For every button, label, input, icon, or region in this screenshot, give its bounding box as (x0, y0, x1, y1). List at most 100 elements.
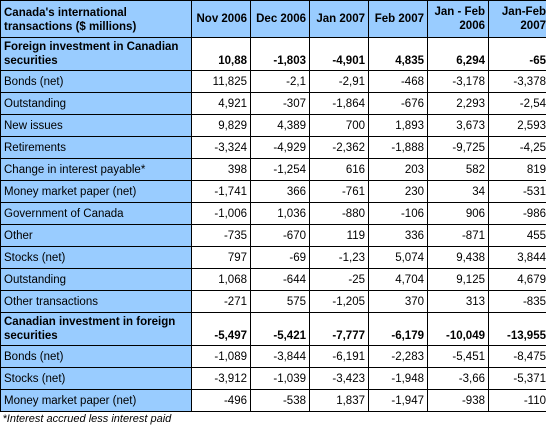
value-cell: -4,929 (250, 136, 310, 159)
value-cell: 1,036 (250, 202, 310, 225)
row-label: Money market paper (net) (0, 389, 192, 412)
value-cell: -69 (250, 246, 310, 269)
value-cell: -106 (368, 202, 428, 225)
column-header: Dec 2006 (250, 0, 310, 38)
value-cell: -1,006 (191, 202, 251, 225)
column-header: Jan 2007 (309, 0, 369, 38)
value-cell: -1,23 (309, 246, 369, 269)
section-label: Foreign investment in Canadian securitie… (0, 37, 192, 71)
table-row: Stocks (net) 797 -69 -1,23 5,074 9,438 3,844 (0, 246, 546, 269)
value-cell: -2,1 (250, 70, 310, 93)
value-cell: -835 (488, 290, 546, 313)
value-cell: -1,741 (191, 180, 251, 203)
row-label: Stocks (net) (0, 367, 192, 390)
value-cell: -761 (309, 180, 369, 203)
table-row: Retirements -3,324 -4,929 -2,362 -1,888 -9,72… (0, 136, 546, 159)
value-cell: 203 (368, 158, 428, 181)
value-cell: -25 (309, 268, 369, 291)
value-cell: 370 (368, 290, 428, 313)
value-cell: -644 (250, 268, 310, 291)
value-cell: 34 (427, 180, 489, 203)
table-row: Change in interest payable* 398 -1,254 616 2… (0, 158, 546, 181)
value-cell: -1,089 (191, 345, 251, 368)
row-label: Bonds (net) (0, 70, 192, 93)
row-label: Retirements (0, 136, 192, 159)
value-cell: -4,901 (309, 37, 369, 71)
row-label: New issues (0, 114, 192, 137)
value-cell: 4,835 (368, 37, 428, 71)
table-row: Government of Canada -1,006 1,036 -880 -106 9… (0, 202, 546, 225)
value-cell: -7,777 (309, 312, 369, 346)
value-cell: 819 (488, 158, 546, 181)
table-row: Other transactions -271 575 -1,205 370 313 -83… (0, 290, 546, 313)
section-label: Canadian investment in foreign securitie… (0, 312, 192, 346)
value-cell: 398 (191, 158, 251, 181)
value-cell: 616 (309, 158, 369, 181)
value-cell: -10,049 (427, 312, 489, 346)
section-row: Foreign investment in Canadian securitie… (0, 37, 546, 71)
table-body: Canada's international transactions ($ m… (0, 0, 546, 426)
value-cell: 366 (250, 180, 310, 203)
value-cell: 4,679 (488, 268, 546, 291)
value-cell: -1,864 (309, 92, 369, 115)
value-cell: 11,825 (191, 70, 251, 93)
value-cell: -735 (191, 224, 251, 247)
header-row: Canada's international transactions ($ m… (0, 0, 546, 38)
value-cell: -1,039 (250, 367, 310, 390)
value-cell: -676 (368, 92, 428, 115)
row-label: Stocks (net) (0, 246, 192, 269)
value-cell: 5,074 (368, 246, 428, 269)
column-header: Jan-Feb 2007 (488, 0, 546, 38)
table-row: Other -735 -670 119 336 -871 455 (0, 224, 546, 247)
value-cell: -2,283 (368, 345, 428, 368)
value-cell: -4,25 (488, 136, 546, 159)
table-row: Bonds (net) 11,825 -2,1 -2,91 -468 -3,178 -3,3… (0, 70, 546, 93)
transactions-table: Canada's international transactions ($ m… (0, 0, 546, 426)
value-cell: -538 (250, 389, 310, 412)
value-cell: 700 (309, 114, 369, 137)
row-label: Outstanding (0, 268, 192, 291)
value-cell: -5,421 (250, 312, 310, 346)
table-row: New issues 9,829 4,389 700 1,893 3,673 2,593 (0, 114, 546, 137)
table-row: Money market paper (net) -1,741 366 -761 230… (0, 180, 546, 203)
value-cell: -531 (488, 180, 546, 203)
row-label: Outstanding (0, 92, 192, 115)
section-row: Canadian investment in foreign securitie… (0, 312, 546, 346)
value-cell: 575 (250, 290, 310, 313)
value-cell: -6,179 (368, 312, 428, 346)
value-cell: -6,191 (309, 345, 369, 368)
value-cell: 1,837 (309, 389, 369, 412)
value-cell: -3,378 (488, 70, 546, 93)
value-cell: -468 (368, 70, 428, 93)
value-cell: 230 (368, 180, 428, 203)
value-cell: 2,593 (488, 114, 546, 137)
value-cell: -1,948 (368, 367, 428, 390)
footnote-row: *Interest accrued less interest paid (0, 411, 546, 426)
value-cell: -13,955 (488, 312, 546, 346)
value-cell: 797 (191, 246, 251, 269)
value-cell: 10,88 (191, 37, 251, 71)
header-title: Canada's international transactions ($ m… (0, 0, 192, 38)
row-label: Change in interest payable* (0, 158, 192, 181)
value-cell: 906 (427, 202, 489, 225)
value-cell: -670 (250, 224, 310, 247)
value-cell: 336 (368, 224, 428, 247)
row-label: Other (0, 224, 192, 247)
value-cell: -5,371 (488, 367, 546, 390)
column-header: Nov 2006 (191, 0, 251, 38)
value-cell: -2,91 (309, 70, 369, 93)
value-cell: -9,725 (427, 136, 489, 159)
table-row: Outstanding 1,068 -644 -25 4,704 9,125 4,679 (0, 268, 546, 291)
row-label: Other transactions (0, 290, 192, 313)
value-cell: 9,829 (191, 114, 251, 137)
table-row: Outstanding 4,921 -307 -1,864 -676 2,293 -2,54 (0, 92, 546, 115)
value-cell: -3,178 (427, 70, 489, 93)
value-cell: 9,125 (427, 268, 489, 291)
value-cell: -496 (191, 389, 251, 412)
value-cell: 3,673 (427, 114, 489, 137)
table-row: Bonds (net) -1,089 -3,844 -6,191 -2,283 -5,45… (0, 345, 546, 368)
value-cell: -65 (488, 37, 546, 71)
value-cell: -5,451 (427, 345, 489, 368)
value-cell: -271 (191, 290, 251, 313)
value-cell: 4,921 (191, 92, 251, 115)
